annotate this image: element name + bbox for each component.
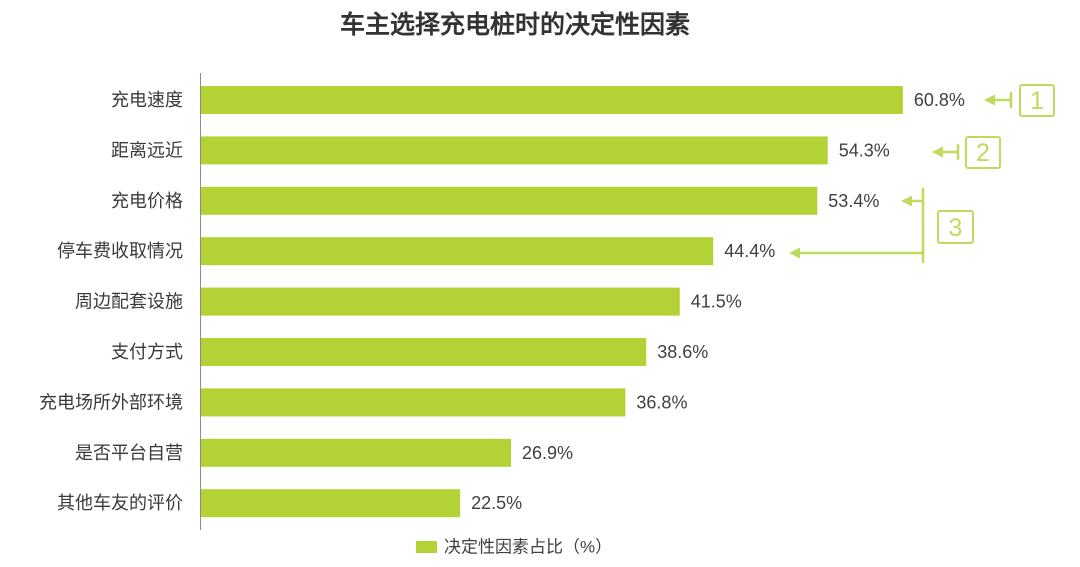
annotation-1: 1 (984, 84, 1055, 117)
bar-9 (200, 489, 461, 518)
value-label-2: 54.3% (839, 140, 890, 160)
legend: 决定性因素占比（%） (416, 538, 612, 557)
annotation-3: 3 (789, 188, 974, 263)
annotation-3-box (937, 210, 974, 244)
bar-6 (200, 338, 647, 366)
value-label-7: 36.8% (636, 392, 687, 412)
annotation-2-box (965, 136, 1001, 169)
bars-layer: 充电速度 60.8% 距离远近 54.3% 充电价格 53.4% 停车费收取情况 44.4% 周… (39, 86, 965, 518)
value-label-9: 22.5% (471, 493, 522, 513)
category-label-1: 充电速度 (111, 90, 183, 110)
annotation-2-label: 2 (976, 139, 990, 167)
category-label-8: 是否平台自营 (75, 443, 183, 463)
annotation-1-box (1019, 84, 1055, 117)
bar-4 (200, 237, 714, 266)
arrow-left-icon (789, 247, 800, 259)
annotation-2: 2 (932, 136, 1001, 169)
bar-5 (200, 287, 680, 316)
value-label-4: 44.4% (724, 241, 775, 261)
category-label-4: 停车费收取情况 (57, 241, 183, 261)
category-label-7: 充电场所外部环境 (39, 392, 183, 412)
bar-8 (200, 438, 511, 467)
category-label-9: 其他车友的评价 (57, 493, 183, 513)
arrow-left-icon (901, 195, 912, 207)
value-label-3: 53.4% (828, 191, 879, 211)
value-label-6: 38.6% (657, 342, 708, 362)
value-label-8: 26.9% (522, 443, 573, 463)
chart-title: 车主选择充电桩时的决定性因素 (340, 10, 690, 39)
arrow-left-icon (984, 94, 995, 106)
legend-swatch (416, 541, 437, 553)
category-label-6: 支付方式 (111, 342, 183, 362)
annotation-1-label: 1 (1030, 87, 1044, 115)
category-label-5: 周边配套设施 (75, 292, 183, 312)
bar-7 (200, 388, 626, 417)
value-label-5: 41.5% (691, 292, 742, 312)
value-label-1: 60.8% (914, 90, 965, 110)
bar-2 (200, 136, 828, 165)
annotation-3-label: 3 (949, 214, 963, 242)
arrow-left-icon (932, 146, 943, 158)
category-label-3: 充电价格 (111, 191, 183, 211)
bar-1 (200, 86, 903, 114)
legend-label: 决定性因素占比（%） (444, 538, 612, 557)
category-label-2: 距离远近 (111, 140, 183, 160)
bar-3 (200, 186, 818, 215)
